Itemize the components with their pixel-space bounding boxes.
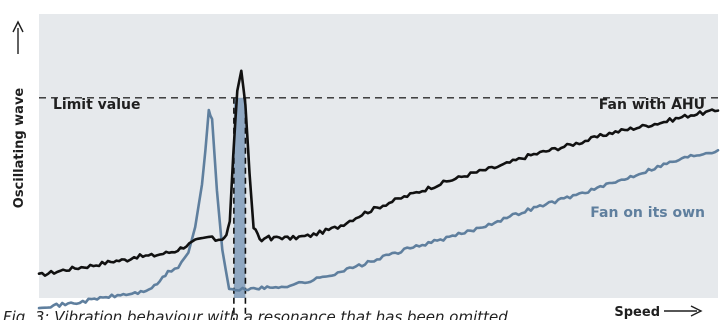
x-axis-label: Speed	[614, 305, 660, 320]
series-line-fan-with-ahu	[37, 69, 720, 278]
plot-area	[39, 14, 718, 298]
resonance-band	[233, 97, 246, 298]
x-axis-arrow-icon	[690, 305, 703, 317]
x-axis-title: Speed	[614, 305, 703, 320]
y-axis-label: Oscillating wave	[12, 88, 27, 209]
series-line-fan-on-its-own	[37, 108, 720, 310]
y-axis-arrow-icon	[12, 20, 24, 33]
figure-caption: Fig. 3: Vibration behaviour with a reson…	[3, 308, 508, 320]
series-label-fan-on-its-own: Fan on its own	[590, 205, 705, 221]
limit-label: Limit value	[53, 97, 141, 113]
y-axis-title: Oscillating wave	[12, 20, 27, 209]
series-label-fan-with-ahu: Fan with AHU	[599, 97, 705, 113]
